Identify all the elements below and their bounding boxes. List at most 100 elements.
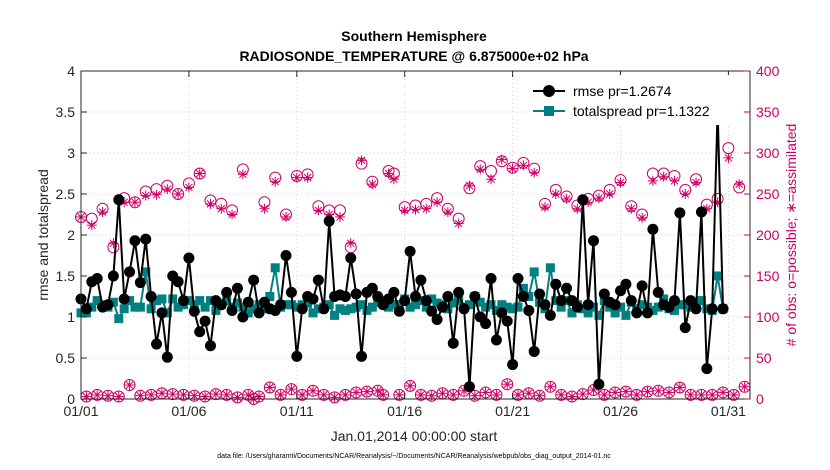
rmse-point [480, 318, 492, 330]
obs-assimilated-point [194, 168, 205, 179]
rmse-point [140, 233, 152, 245]
rmse-point [690, 303, 702, 315]
totalspread-point [330, 310, 340, 320]
legend-rmse-marker [543, 85, 555, 97]
totalspread-point [87, 302, 97, 312]
obs-assimilated-point [739, 381, 750, 392]
obs-assimilated-point [556, 389, 567, 400]
rmse-point [507, 359, 519, 371]
rmse-point [593, 378, 605, 390]
asterisk-stroke [379, 391, 387, 399]
obs-assimilated-point [653, 385, 664, 396]
obs-assimilated-point [205, 198, 216, 209]
asterisk-stroke [654, 386, 663, 395]
rmse-point [490, 334, 502, 346]
rmse-point [145, 291, 157, 302]
rmse-point [620, 278, 632, 290]
obs-assimilated-point [189, 390, 200, 401]
obs-assimilated-point [210, 389, 221, 400]
rmse-point [312, 274, 324, 286]
obs-possible-point [285, 383, 298, 396]
totalspread-point [675, 300, 685, 310]
rmse-point [458, 303, 470, 315]
rmse-point [453, 286, 465, 298]
totalspread-point [411, 300, 420, 310]
obs-assimilated-point [669, 175, 680, 186]
asterisk-stroke [330, 393, 339, 402]
obs-assimilated-point [388, 174, 399, 185]
asterisk-stroke [260, 204, 269, 213]
totalspread-point [324, 300, 334, 310]
rmse-point [426, 305, 438, 317]
obs-possible-point [490, 388, 503, 401]
asterisk-stroke [524, 389, 533, 398]
obs-assimilated-point [615, 177, 626, 188]
obs-possible-point [673, 381, 686, 394]
obs-assimilated-point [140, 190, 151, 201]
asterisk-stroke [390, 175, 398, 184]
totalspread-point [168, 294, 178, 304]
y2-tick-label: 200 [756, 227, 780, 243]
rmse-point [410, 291, 421, 302]
totalspread-point [211, 305, 221, 315]
y-axis-label: rmse and totalspread [35, 169, 51, 301]
asterisk-stroke [508, 164, 517, 173]
rmse-point [80, 303, 92, 315]
asterisk-stroke [557, 391, 566, 399]
obs-assimilated-point [631, 389, 642, 400]
totalspread-point [351, 302, 361, 312]
rmse-point [194, 326, 206, 338]
asterisk-stroke [120, 198, 129, 207]
rmse-point [501, 315, 513, 327]
totalspread-point [448, 298, 458, 308]
totalspread-point [125, 296, 135, 306]
rmse-point [528, 345, 540, 357]
totalspread-point [92, 296, 102, 306]
totalspread-point [335, 304, 345, 314]
asterisk-stroke [217, 204, 226, 213]
obs-assimilated-point [232, 392, 243, 403]
asterisk-stroke [541, 203, 549, 211]
asterisk-stroke [605, 190, 614, 198]
totalspread-point [303, 298, 313, 308]
totalspread-point [200, 302, 210, 312]
asterisk-stroke [551, 190, 560, 198]
totalspread-point [108, 297, 118, 307]
asterisk-stroke [562, 195, 571, 203]
rmse-point [285, 286, 297, 298]
obs-assimilated-point [361, 386, 372, 397]
totalspread-point [173, 302, 183, 312]
asterisk-stroke [438, 389, 447, 398]
asterisk-stroke [319, 391, 328, 399]
totalspread-point [389, 300, 399, 310]
rmse-point [652, 286, 664, 298]
obs-assimilated-point [734, 179, 745, 190]
rmse-point [674, 207, 686, 219]
totalspread-point [238, 302, 248, 312]
rmse-point [275, 299, 287, 311]
asterisk-stroke [546, 382, 555, 391]
asterisk-stroke [411, 205, 420, 214]
rmse-point [366, 282, 378, 294]
totalspread-point [130, 302, 140, 312]
totalspread-point [146, 304, 156, 314]
obs-assimilated-point [146, 389, 157, 400]
totalspread-point [583, 308, 593, 318]
ticks: 01/01 01/06 01/11 01/16 01/21 01/26 01/31 0 0.5 1… [56, 63, 780, 419]
asterisk-stroke [87, 221, 96, 230]
rmse-point [668, 295, 680, 307]
totalspread-point [443, 304, 453, 314]
rmse-point [215, 299, 227, 311]
obs-assimilated-point [674, 382, 685, 393]
rmse-point [447, 337, 459, 349]
rmse-point [625, 295, 637, 307]
obs-assimilated-point [351, 387, 362, 398]
obs-assimilated-point [572, 203, 583, 214]
y2-tick-label: 0 [756, 391, 764, 407]
obs-assimilated-point [334, 211, 345, 222]
obs-assimilated-point [183, 182, 194, 193]
asterisk-stroke [352, 388, 361, 397]
obs-assimilated-point [486, 174, 497, 185]
obs-assimilated-point [86, 220, 97, 231]
asterisk-stroke [497, 155, 506, 164]
